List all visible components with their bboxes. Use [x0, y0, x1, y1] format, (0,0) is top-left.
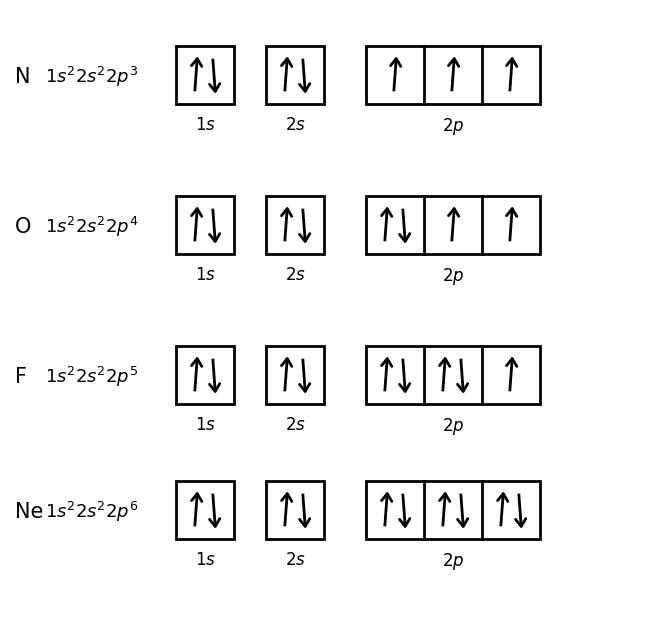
Bar [366, 481, 540, 539]
Text: $1s^22s^22p^3$: $1s^22s^22p^3$ [45, 65, 138, 89]
Bar [366, 196, 540, 254]
Text: $1s$: $1s$ [194, 116, 215, 134]
Bar [366, 346, 540, 404]
Bar [176, 346, 234, 404]
Text: $2p$: $2p$ [442, 116, 464, 137]
Text: F: F [15, 367, 27, 387]
Text: $1s$: $1s$ [194, 551, 215, 569]
Text: $2s$: $2s$ [285, 116, 306, 134]
Text: $2s$: $2s$ [285, 416, 306, 434]
Text: $2p$: $2p$ [442, 551, 464, 572]
Text: $1s$: $1s$ [194, 416, 215, 434]
Text: N: N [15, 67, 31, 87]
Bar [266, 46, 324, 104]
Text: $2p$: $2p$ [442, 266, 464, 287]
Text: O: O [15, 217, 31, 237]
Text: Ne: Ne [15, 502, 44, 522]
Bar [266, 481, 324, 539]
Text: $1s^22s^22p^5$: $1s^22s^22p^5$ [45, 365, 138, 389]
Text: $2s$: $2s$ [285, 551, 306, 569]
Text: $2s$: $2s$ [285, 266, 306, 284]
Text: $1s^22s^22p^6$: $1s^22s^22p^6$ [45, 500, 138, 524]
Text: $1s$: $1s$ [194, 266, 215, 284]
Bar [176, 46, 234, 104]
Bar [266, 196, 324, 254]
Bar [176, 481, 234, 539]
Text: $2p$: $2p$ [442, 416, 464, 437]
Text: $1s^22s^22p^4$: $1s^22s^22p^4$ [45, 215, 138, 239]
Bar [366, 46, 540, 104]
Bar [176, 196, 234, 254]
Bar [266, 346, 324, 404]
